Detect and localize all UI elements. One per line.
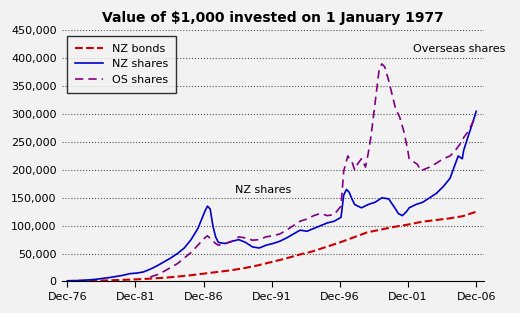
NZ bonds xyxy=(119,278,125,282)
Legend: NZ bonds, NZ shares, OS shares: NZ bonds, NZ shares, OS shares xyxy=(67,36,176,93)
NZ bonds xyxy=(64,279,70,283)
OS shares xyxy=(324,214,331,218)
NZ bonds xyxy=(419,220,425,224)
NZ shares xyxy=(181,246,187,250)
OS shares xyxy=(414,162,421,166)
OS shares xyxy=(473,113,479,117)
OS shares xyxy=(379,62,385,66)
NZ bonds xyxy=(392,225,398,229)
NZ shares xyxy=(317,224,323,228)
NZ bonds xyxy=(473,210,479,213)
OS shares xyxy=(270,234,276,238)
OS shares xyxy=(459,139,465,143)
NZ bonds xyxy=(133,277,139,281)
Line: OS shares: OS shares xyxy=(150,64,476,277)
NZ bonds xyxy=(160,276,166,280)
NZ bonds xyxy=(296,253,302,257)
NZ bonds xyxy=(173,275,179,279)
NZ shares xyxy=(64,279,70,283)
NZ bonds xyxy=(214,270,220,274)
NZ bonds xyxy=(78,279,84,283)
Text: Overseas shares: Overseas shares xyxy=(413,44,505,54)
NZ shares xyxy=(473,110,479,113)
Text: NZ shares: NZ shares xyxy=(235,185,291,195)
NZ bonds xyxy=(201,272,207,275)
NZ bonds xyxy=(364,230,370,234)
NZ shares xyxy=(134,271,140,275)
NZ bonds xyxy=(146,277,152,280)
NZ shares xyxy=(352,203,358,206)
NZ bonds xyxy=(228,269,234,272)
OS shares xyxy=(147,275,153,279)
NZ bonds xyxy=(460,214,466,218)
OS shares xyxy=(242,236,249,240)
NZ bonds xyxy=(323,245,329,249)
NZ bonds xyxy=(92,279,98,283)
NZ bonds xyxy=(241,266,248,270)
Line: NZ bonds: NZ bonds xyxy=(67,212,476,281)
Title: Value of $1,000 invested on 1 January 1977: Value of $1,000 invested on 1 January 19… xyxy=(102,11,444,25)
NZ shares xyxy=(343,187,349,191)
NZ bonds xyxy=(378,228,384,232)
NZ bonds xyxy=(446,217,452,220)
NZ shares xyxy=(213,235,219,239)
NZ bonds xyxy=(282,257,289,260)
NZ bonds xyxy=(350,235,357,239)
NZ bonds xyxy=(187,274,193,277)
NZ bonds xyxy=(405,223,411,226)
NZ bonds xyxy=(255,264,261,267)
NZ bonds xyxy=(309,249,316,253)
NZ bonds xyxy=(269,260,275,264)
NZ bonds xyxy=(337,241,343,244)
OS shares xyxy=(181,256,187,260)
NZ bonds xyxy=(105,279,111,282)
NZ bonds xyxy=(432,218,438,222)
Line: NZ shares: NZ shares xyxy=(67,111,476,281)
